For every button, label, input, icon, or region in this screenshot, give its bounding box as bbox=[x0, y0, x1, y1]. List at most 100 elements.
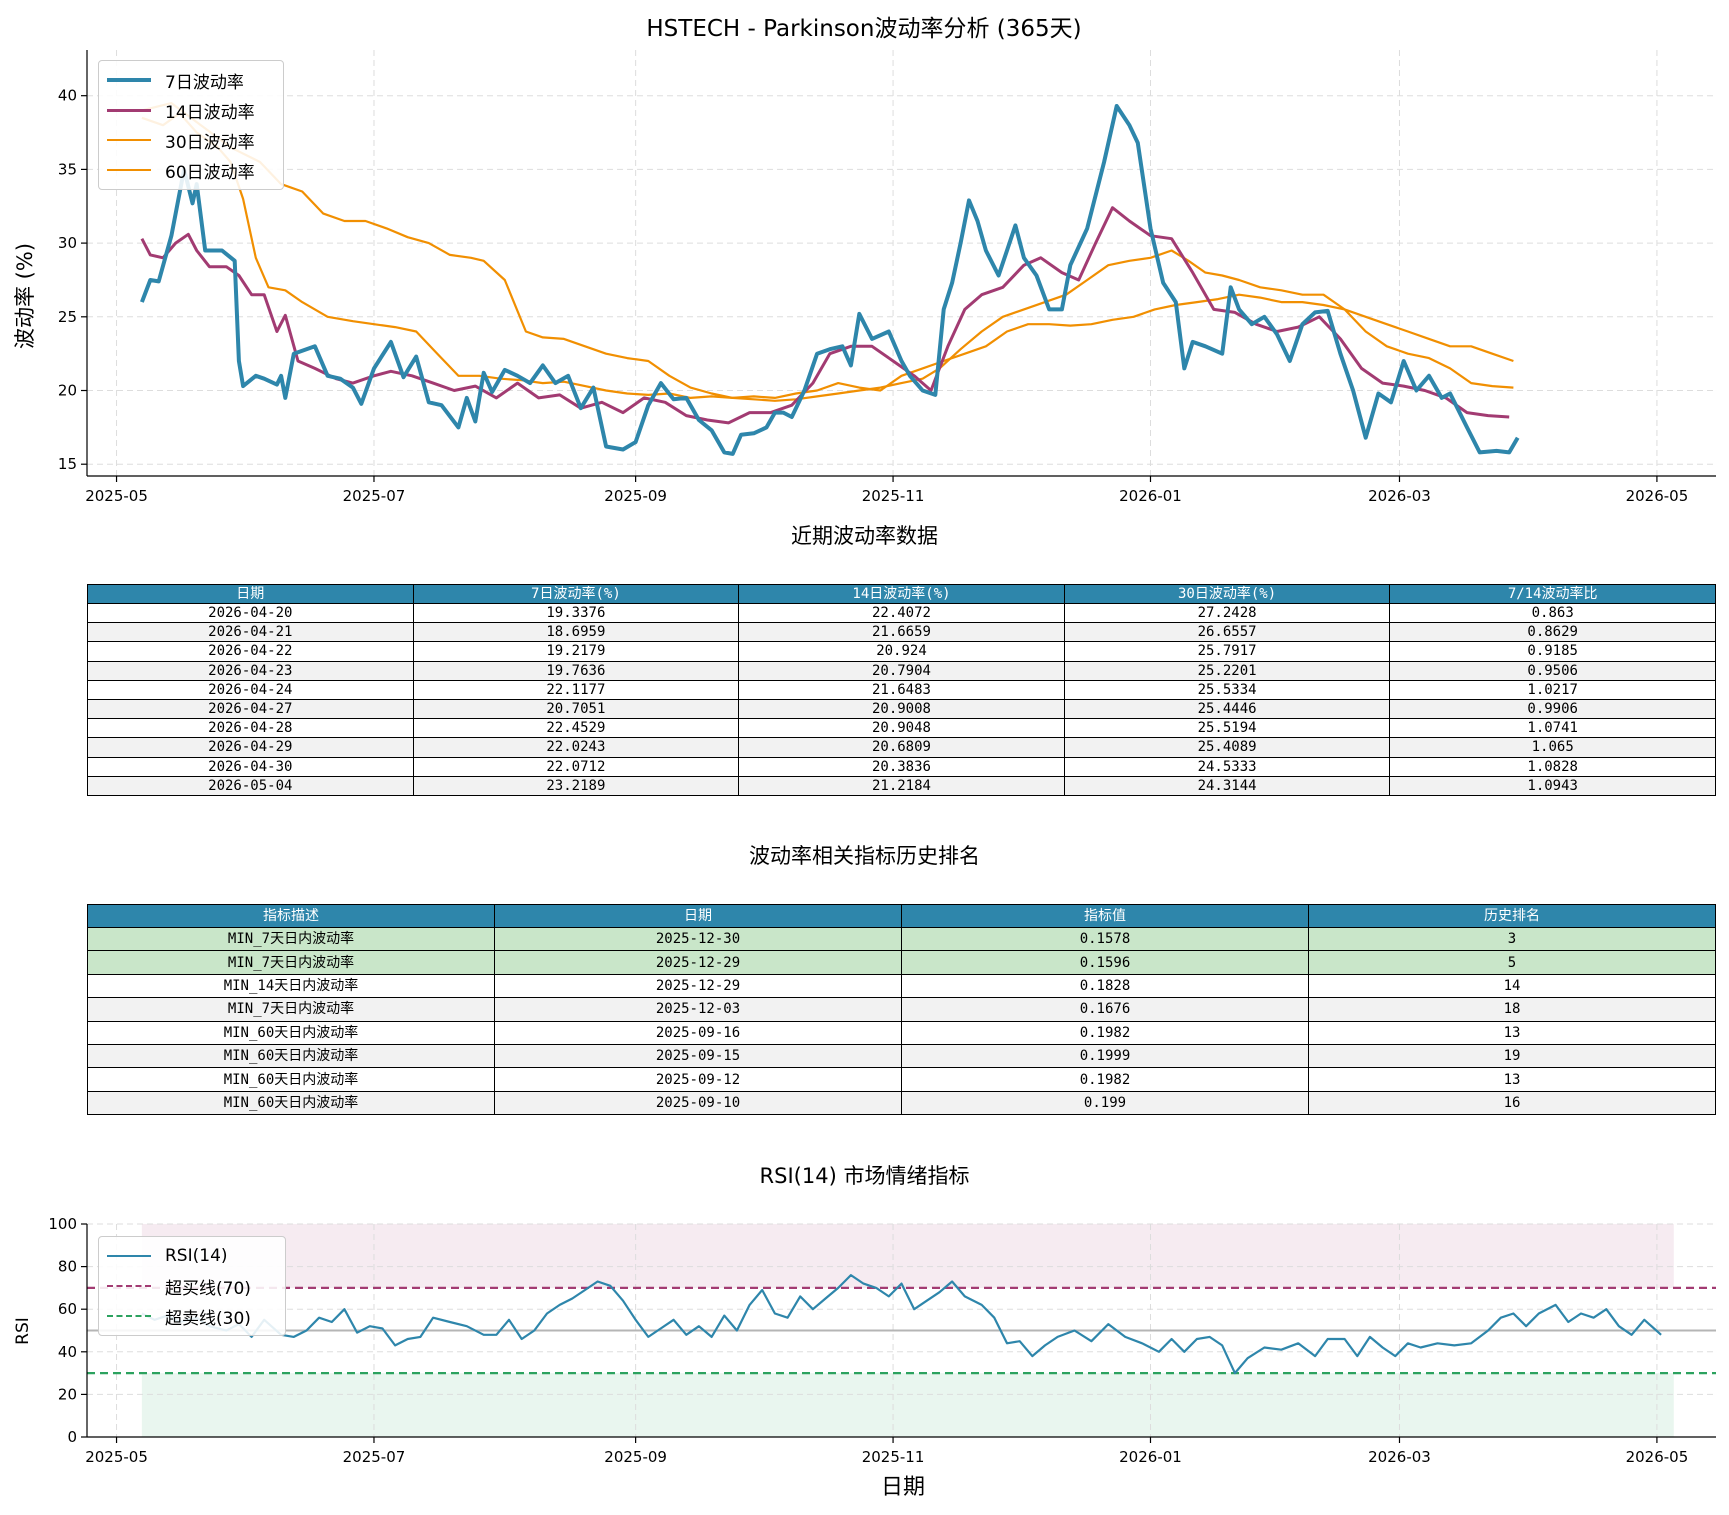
rank-cell: 2025-12-30 bbox=[494, 926, 902, 952]
table-row: 2026-04-30 22.0712 20.3836 24.5333 1.0828 bbox=[87, 756, 1716, 777]
rank-cell: 14 bbox=[1308, 973, 1716, 999]
recent-cell: 26.6557 bbox=[1063, 622, 1391, 643]
recent-cell: 2026-04-24 bbox=[87, 679, 414, 700]
rsi-chart-bands bbox=[141, 1224, 1674, 1437]
rsi-tick-label-y: 0 bbox=[67, 1428, 77, 1446]
rank-cell: 13 bbox=[1308, 1067, 1716, 1092]
rank-header-cell: 指标描述 bbox=[87, 904, 495, 928]
table-row: MIN_7天日内波动率 2025-12-30 0.1578 3 bbox=[87, 926, 1716, 952]
rsi-chart: 2025-05 2025-07 2025-09 2025-11 2026-01 2026-… bbox=[13, 1215, 1716, 1500]
rank-cell: 2025-09-15 bbox=[494, 1043, 902, 1069]
rsi-tick-label-x: 2025-05 bbox=[85, 1448, 148, 1466]
series-line-rsi bbox=[141, 1274, 1662, 1375]
table-row: 2026-04-21 18.6959 21.6659 26.6557 0.8629 bbox=[87, 622, 1716, 643]
volatility-tick-label-x: 2025-05 bbox=[85, 487, 148, 505]
recent-cell: 21.2184 bbox=[738, 775, 1065, 796]
volatility-tick-label-x: 2026-01 bbox=[1119, 487, 1182, 505]
recent-cell: 25.4089 bbox=[1063, 737, 1391, 758]
volatility-tick-label-x: 2025-09 bbox=[604, 487, 667, 505]
rank-cell: 18 bbox=[1308, 997, 1716, 1022]
rank-cell: 5 bbox=[1308, 950, 1716, 975]
volatility-tick-label-y: 15 bbox=[58, 455, 77, 473]
rsi-chart-ylabel: RSI bbox=[13, 1317, 33, 1345]
volatility-chart-legend: 7日波动率 14日波动率 30日波动率 60日波动率 bbox=[98, 60, 284, 190]
recent-cell: 20.6809 bbox=[738, 737, 1065, 758]
recent-cell: 2026-04-20 bbox=[87, 602, 414, 624]
rank-cell: 2025-12-29 bbox=[494, 973, 902, 999]
volatility-chart-grid bbox=[87, 50, 1716, 476]
rsi-tick-label-x: 2025-09 bbox=[604, 1448, 667, 1466]
legend-item-vol7: 7日波动率 bbox=[107, 65, 275, 95]
recent-cell: 19.3376 bbox=[412, 602, 740, 624]
rank-cell: 3 bbox=[1308, 926, 1716, 952]
recent-header-cell: 7/14波动率比 bbox=[1389, 584, 1716, 604]
rank-cell: 16 bbox=[1308, 1090, 1716, 1116]
legend-item-overbought: 超买线(70) bbox=[107, 1271, 277, 1301]
recent-header-cell: 日期 bbox=[87, 584, 414, 604]
recent-cell: 2026-04-27 bbox=[87, 698, 414, 720]
rank-cell: 0.1676 bbox=[901, 997, 1309, 1022]
recent-header-cell: 30日波动率(%) bbox=[1063, 584, 1391, 604]
recent-cell: 21.6483 bbox=[738, 679, 1065, 700]
volatility-chart-series bbox=[140, 102, 1520, 456]
legend-label-vol30: 30日波动率 bbox=[165, 132, 255, 153]
rank-cell: 2025-09-10 bbox=[494, 1090, 902, 1116]
rank-header-cell: 日期 bbox=[494, 904, 902, 928]
recent-cell: 0.9185 bbox=[1389, 641, 1716, 662]
rank-header-cell: 历史排名 bbox=[1308, 904, 1716, 928]
recent-cell: 22.1177 bbox=[412, 679, 740, 700]
legend-item-vol30: 30日波动率 bbox=[107, 125, 275, 155]
rsi-tick-label-x: 2025-11 bbox=[862, 1448, 925, 1466]
table-row: 2026-04-28 22.4529 20.9048 25.5194 1.0741 bbox=[87, 718, 1716, 739]
rank-cell: 0.1982 bbox=[901, 1020, 1309, 1045]
legend-swatch-oversold bbox=[107, 1315, 151, 1317]
recent-cell: 18.6959 bbox=[412, 622, 740, 643]
recent-cell: 0.8629 bbox=[1389, 622, 1716, 643]
recent-cell: 20.9048 bbox=[738, 718, 1065, 739]
rsi-tick-label-y: 60 bbox=[58, 1300, 77, 1318]
rsi-chart-title: RSI(14) 市场情绪指标 bbox=[759, 1164, 970, 1188]
legend-item-rsi: RSI(14) bbox=[107, 1241, 277, 1271]
volatility-tick-label-y: 35 bbox=[58, 160, 77, 178]
recent-table-header-row: 日期 7日波动率(%) 14日波动率(%) 30日波动率(%) 7/14波动率比 bbox=[87, 584, 1716, 604]
volatility-tick-label-y: 25 bbox=[58, 308, 77, 326]
rank-cell: 0.1999 bbox=[901, 1043, 1309, 1069]
recent-cell: 27.2428 bbox=[1063, 602, 1391, 624]
rank-cell: 2025-12-29 bbox=[494, 950, 902, 975]
rsi-chart-axes: 2025-05 2025-07 2025-09 2025-11 2026-01 2026-… bbox=[48, 1215, 1716, 1466]
oversold-band bbox=[141, 1373, 1674, 1437]
table-row: 2026-04-29 22.0243 20.6809 25.4089 1.065 bbox=[87, 737, 1716, 758]
recent-cell: 1.0741 bbox=[1389, 718, 1716, 739]
series-line-vol60 bbox=[141, 102, 1514, 399]
recent-cell: 25.4446 bbox=[1063, 698, 1391, 720]
recent-cell: 21.6659 bbox=[738, 622, 1065, 643]
recent-cell: 20.7904 bbox=[738, 660, 1065, 681]
legend-label-vol14: 14日波动率 bbox=[165, 102, 255, 123]
legend-swatch-vol30 bbox=[107, 139, 151, 141]
legend-label-vol7: 7日波动率 bbox=[165, 72, 244, 93]
rank-cell: MIN_60天日内波动率 bbox=[87, 1067, 495, 1092]
overbought-band bbox=[141, 1224, 1674, 1288]
rank-header-cell: 指标值 bbox=[901, 904, 1309, 928]
rank-cell: MIN_7天日内波动率 bbox=[87, 997, 495, 1022]
table-row: 2026-04-23 19.7636 20.7904 25.2201 0.9506 bbox=[87, 660, 1716, 681]
legend-swatch-vol7 bbox=[107, 78, 151, 82]
rank-cell: 0.1828 bbox=[901, 973, 1309, 999]
volatility-chart-axes: 2025-05 2025-07 2025-09 2025-11 2026-01 2026-… bbox=[58, 50, 1716, 505]
volatility-chart-title: HSTECH - Parkinson波动率分析 (365天) bbox=[646, 16, 1081, 42]
recent-cell: 0.863 bbox=[1389, 602, 1716, 624]
rank-table-header-row: 指标描述 日期 指标值 历史排名 bbox=[87, 904, 1716, 928]
table-row: MIN_60天日内波动率 2025-09-12 0.1982 13 bbox=[87, 1067, 1716, 1092]
recent-cell: 1.0217 bbox=[1389, 679, 1716, 700]
recent-cell: 2026-04-29 bbox=[87, 737, 414, 758]
series-line-vol14 bbox=[140, 206, 1510, 425]
recent-cell: 0.9506 bbox=[1389, 660, 1716, 681]
recent-header-cell: 14日波动率(%) bbox=[738, 584, 1065, 604]
recent-cell: 1.0943 bbox=[1389, 775, 1716, 796]
recent-cell: 19.2179 bbox=[412, 641, 740, 662]
rank-cell: 2025-12-03 bbox=[494, 997, 902, 1022]
recent-cell: 24.5333 bbox=[1063, 756, 1391, 777]
rsi-chart-xlabel: 日期 bbox=[881, 1475, 925, 1500]
table-row: MIN_60天日内波动率 2025-09-16 0.1982 13 bbox=[87, 1020, 1716, 1045]
